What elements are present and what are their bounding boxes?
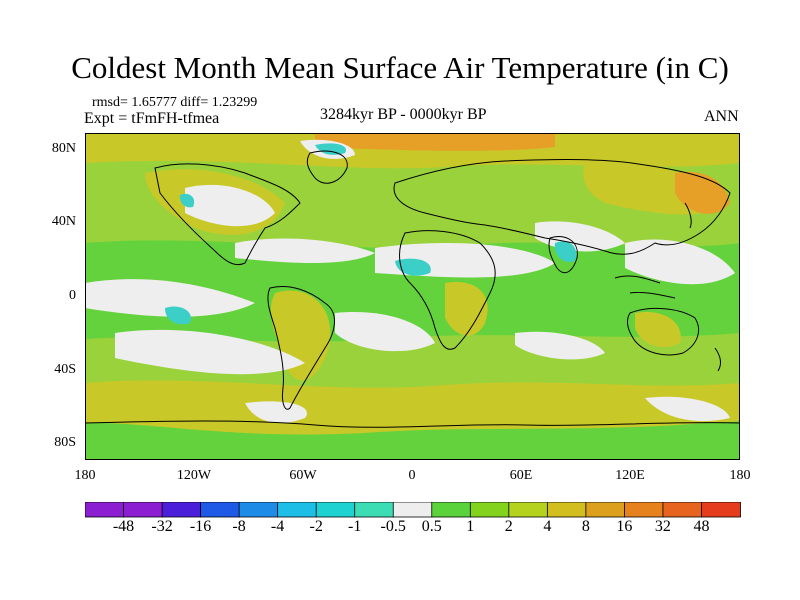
field-neutral-west-pacific (625, 239, 735, 285)
season-label: ANN (704, 108, 739, 125)
colorbar-label: 4 (543, 518, 552, 535)
lon-label-180w: 180 (74, 468, 96, 483)
colorbar-swatch (200, 501, 241, 518)
colorbar-label: 48 (693, 518, 710, 535)
map-title: Coldest Month Mean Surface Air Temperatu… (71, 50, 729, 85)
colorbar-swatch (123, 501, 163, 518)
colorbar-swatch (431, 501, 472, 518)
colorbar-label: -16 (189, 518, 212, 535)
lon-label-60w: 60W (289, 468, 317, 483)
field-neutral-south-atlantic (335, 312, 435, 352)
colorbar-label: -4 (270, 518, 285, 535)
colorbar-label: -8 (232, 518, 246, 535)
colorbar-label: -1 (348, 518, 362, 535)
field-arctic-warm (315, 133, 555, 151)
map-panel (85, 133, 740, 460)
field-tropics-green (85, 240, 740, 342)
experiment-label: Expt = tFmFH-tfmea (84, 110, 220, 127)
field-neutral-antarctic-b (645, 396, 730, 422)
colorbar-swatch (354, 501, 395, 518)
colorbar-label: -32 (151, 518, 173, 535)
period-label: 3284kyr BP - 0000kyr BP (320, 106, 487, 123)
colorbar-label: -48 (112, 518, 135, 535)
lon-label-120e: 120E (615, 468, 645, 483)
rmsd-diff-stats: rmsd= 1.65777 diff= 1.23299 (92, 95, 258, 110)
colorbar-label: -2 (309, 518, 323, 535)
colorbar-swatch (508, 501, 549, 518)
field-cyan-sahara (395, 258, 431, 276)
lon-label-120w: 120W (176, 468, 212, 483)
colorbar-label: 1 (466, 518, 475, 535)
field-east-asia-orange (675, 171, 730, 214)
field-neutral-south-pacific (115, 329, 305, 375)
colorbar-swatch (701, 501, 741, 518)
coast-maritime (614, 275, 676, 299)
lat-label-0: 0 (69, 288, 76, 303)
colorbar-swatch (84, 501, 125, 518)
coast-south-america (267, 286, 335, 410)
colorbar-label: 2 (504, 518, 513, 535)
coast-australia (627, 308, 699, 356)
lat-label-40s: 40S (54, 362, 76, 377)
lon-label-60e: 60E (509, 468, 533, 483)
field-cyan-arctic (315, 143, 346, 155)
colorbar-label: 16 (616, 518, 633, 535)
lat-label-80n: 80N (51, 141, 76, 156)
colorbar-label: 0.5 (421, 518, 442, 535)
colorbar-swatch (546, 501, 587, 518)
lon-label-180e: 180 (729, 468, 751, 483)
colorbar-swatch (662, 501, 703, 518)
field-neutral-greenland (185, 184, 275, 227)
field-neutral-atlantic (235, 238, 375, 263)
coast-japan (684, 202, 692, 229)
coast-india (548, 236, 578, 274)
coast-antarctica (85, 420, 740, 428)
field-africa-warm (445, 282, 488, 336)
colorbar-label: 32 (654, 518, 671, 535)
colorbar-swatch (624, 501, 664, 518)
lat-label-40n: 40N (51, 214, 76, 229)
colorbar-swatch (161, 501, 202, 518)
colorbar-swatches (84, 501, 741, 518)
coast-eurasia (393, 159, 731, 255)
field-australia-warm (635, 312, 681, 348)
colorbar-label: 8 (581, 518, 590, 535)
colorbar-swatch (238, 501, 279, 518)
colorbar (84, 501, 741, 523)
field-cyan-greenland (179, 193, 195, 208)
field-cyan-india (554, 241, 577, 262)
colorbar-swatch (315, 501, 356, 518)
temperature-map (85, 133, 740, 460)
colorbar-label: -0.5 (380, 518, 406, 535)
colorbar-swatch (392, 501, 433, 518)
coast-newzealand (714, 347, 722, 372)
field-neutral-antarctic-a (245, 401, 307, 423)
field-neutral-pacific (85, 279, 255, 317)
map-border (85, 133, 740, 460)
lon-label-0: 0 (408, 468, 416, 483)
colorbar-swatch (277, 501, 318, 518)
coastlines (85, 150, 740, 428)
colorbar-swatch (469, 501, 510, 518)
lat-label-80s: 80S (54, 435, 76, 450)
coast-north-america (154, 163, 301, 266)
coast-greenland (306, 150, 348, 184)
field-neutral-indian (515, 331, 605, 360)
colorbar-swatch (585, 501, 626, 518)
field-cyan-pacific (165, 306, 191, 325)
coast-africa (399, 230, 496, 350)
